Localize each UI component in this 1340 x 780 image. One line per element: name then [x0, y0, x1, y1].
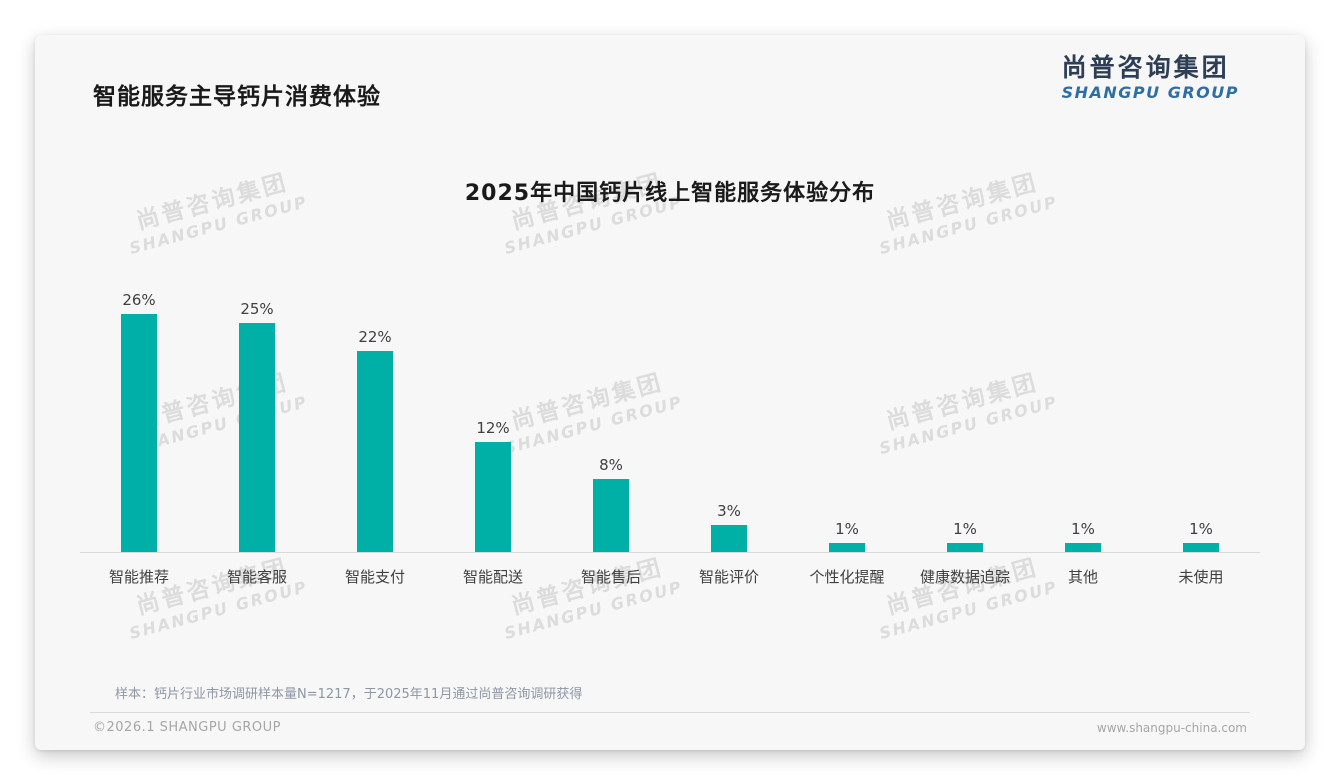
- company-logo: 尚普咨询集团 SHANGPU GROUP: [1062, 53, 1239, 102]
- footer-divider: [90, 712, 1250, 713]
- bar-column: 1%: [1142, 520, 1260, 552]
- x-axis-label: 智能支付: [344, 568, 405, 586]
- x-axis-label: 智能推荐: [108, 568, 169, 586]
- bar-value-label: 1%: [1071, 520, 1095, 538]
- bar-value-label: 3%: [717, 502, 741, 520]
- chart-title: 2025年中国钙片线上智能服务体验分布: [464, 181, 876, 206]
- bar-value-label: 1%: [1189, 520, 1213, 538]
- slide-card: 尚普咨询集团 SHANGPU GROUP 尚普咨询集团 SHANGPU GROUP 尚普…: [35, 35, 1305, 750]
- bar-value-label: 1%: [835, 520, 859, 538]
- website-url: www.shangpu-china.com: [1096, 720, 1247, 735]
- x-axis-label: 智能售后: [580, 568, 641, 586]
- bar-value-label: 25%: [240, 300, 274, 318]
- bar-column: 22%: [316, 328, 434, 552]
- bar-column: 26%: [80, 291, 198, 552]
- bar: [1065, 543, 1101, 552]
- logo-en-text: SHANGPU GROUP: [1061, 83, 1239, 102]
- bar-value-label: 8%: [599, 456, 623, 474]
- page-title: 智能服务主导钙片消费体验: [93, 84, 381, 110]
- x-axis-label: 智能客服: [226, 568, 287, 586]
- bar: [239, 323, 275, 552]
- sample-footnote: 样本：钙片行业市场调研样本量N=1217，于2025年11月通过尚普咨询调研获得: [115, 687, 583, 702]
- bar-value-label: 22%: [358, 328, 392, 346]
- bar: [475, 442, 511, 552]
- bar-value-label: 12%: [476, 419, 510, 437]
- bar-value-label: 1%: [953, 520, 977, 538]
- bar-column: 12%: [434, 419, 552, 552]
- bar: [1183, 543, 1219, 552]
- x-axis-label: 其他: [1067, 568, 1098, 586]
- bar: [829, 543, 865, 552]
- bar: [121, 314, 157, 552]
- logo-cn-text: 尚普咨询集团: [1061, 53, 1230, 82]
- copyright-text: ©2026.1 SHANGPU GROUP: [93, 720, 282, 735]
- bar-column: 1%: [788, 520, 906, 552]
- bar-value-label: 26%: [122, 291, 156, 309]
- bar-column: 8%: [552, 456, 670, 552]
- header: 智能服务主导钙片消费体验 尚普咨询集团 SHANGPU GROUP: [35, 35, 1305, 110]
- bar-column: 3%: [670, 502, 788, 552]
- bottom-area: 样本：钙片行业市场调研样本量N=1217，于2025年11月通过尚普咨询调研获得…: [35, 687, 1305, 750]
- bar: [357, 351, 393, 552]
- x-axis-label: 个性化提醒: [809, 568, 885, 586]
- bar: [711, 525, 747, 552]
- bar-chart: 2025年中国钙片线上智能服务体验分布 26% 25% 22% 12% 8% 3% 1% 1%…: [35, 179, 1305, 586]
- bar-column: 1%: [906, 520, 1024, 552]
- x-axis-label: 智能评价: [698, 568, 759, 586]
- plot-area: 26% 25% 22% 12% 8% 3% 1% 1% 1% 1%: [80, 231, 1260, 553]
- bar-column: 25%: [198, 300, 316, 552]
- bar: [947, 543, 983, 552]
- x-axis-label: 未使用: [1178, 568, 1224, 586]
- x-axis-label: 智能配送: [462, 568, 523, 586]
- x-axis-label: 健康数据追踪: [919, 568, 1010, 586]
- bar: [593, 479, 629, 552]
- bar-column: 1%: [1024, 520, 1142, 552]
- x-axis-labels: 智能推荐 智能客服 智能支付 智能配送 智能售后 智能评价 个性化提醒 健康数据追踪 其他 未使用: [80, 553, 1260, 586]
- footer: ©2026.1 SHANGPU GROUP www.shangpu-china.…: [35, 713, 1305, 750]
